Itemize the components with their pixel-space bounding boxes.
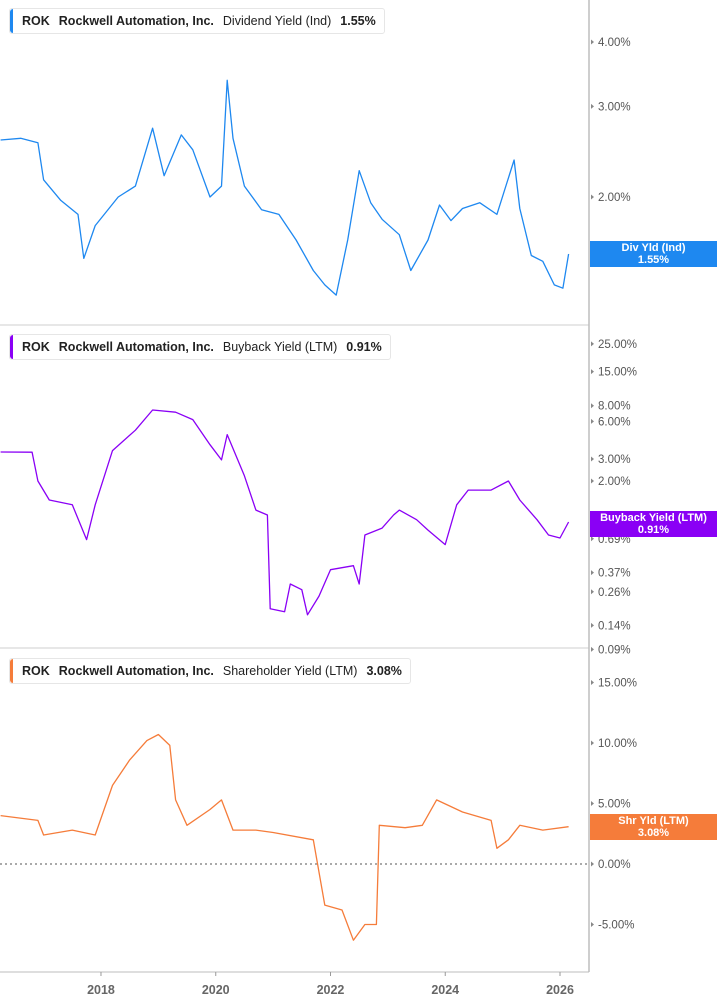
panel-header-buyback-yield: ROK Rockwell Automation, Inc. Buyback Yi…: [9, 334, 391, 360]
y-tick-mark: [591, 369, 594, 375]
y-tick-label: 6.00%: [598, 416, 631, 428]
tag-label: Buyback Yield (LTM): [600, 512, 707, 524]
y-tick-mark: [591, 39, 594, 45]
tag-value: 3.08%: [637, 827, 670, 839]
y-tick-mark: [591, 194, 594, 200]
series-color-marker: [10, 9, 13, 33]
tag-value: 1.55%: [637, 254, 670, 266]
y-tick-mark: [591, 861, 594, 867]
y-tick-mark: [591, 536, 594, 542]
y-tick-label: 15.00%: [598, 678, 637, 690]
x-tick-label: 2026: [546, 983, 574, 997]
panel-header-shareholder-yield: ROK Rockwell Automation, Inc. Shareholde…: [9, 658, 411, 684]
series-line-3: [0, 733, 569, 941]
y-tick-mark: [591, 103, 594, 109]
metric-value: 1.55%: [340, 14, 376, 28]
y-tick-label: 25.00%: [598, 339, 637, 351]
tag-label: Div Yld (Ind): [621, 242, 686, 254]
y-tick-label: 10.00%: [598, 738, 637, 750]
y-tick-mark: [591, 622, 594, 628]
tag-value: 0.91%: [637, 524, 670, 536]
y-tick-mark: [591, 646, 594, 652]
y-tick-label: 0.00%: [598, 859, 631, 871]
ticker: ROK: [22, 340, 50, 354]
x-tick-label: 2020: [202, 983, 230, 997]
y-tick-label: 5.00%: [598, 799, 631, 811]
y-tick-label: 2.00%: [598, 476, 631, 488]
company-name: Rockwell Automation, Inc.: [58, 664, 214, 678]
y-tick-mark: [591, 922, 594, 927]
x-tick-label: 2024: [431, 983, 459, 997]
metric-name: Dividend Yield (Ind): [222, 14, 332, 28]
x-tick-label: 2022: [317, 983, 345, 997]
panel-header-dividend-yield: ROK Rockwell Automation, Inc. Dividend Y…: [9, 8, 385, 34]
y-tick-mark: [591, 478, 594, 484]
metric-value: 3.08%: [366, 664, 402, 678]
metric-value: 0.91%: [346, 340, 382, 354]
metric-name: Shareholder Yield (LTM): [222, 664, 358, 678]
y-tick-mark: [591, 341, 594, 347]
y-tick-label: 4.00%: [598, 37, 631, 49]
current-value-tag-dividend: Div Yld (Ind) 1.55%: [590, 241, 717, 267]
y-tick-label: 3.00%: [598, 454, 631, 466]
y-tick-label: 3.00%: [598, 101, 631, 113]
y-tick-label: 15.00%: [598, 367, 637, 379]
y-tick-label: 0.26%: [598, 587, 631, 599]
current-value-tag-shareholder: Shr Yld (LTM) 3.08%: [590, 814, 717, 840]
tag-label: Shr Yld (LTM): [618, 815, 689, 827]
series-color-marker: [10, 659, 13, 683]
metric-name: Buyback Yield (LTM): [222, 340, 338, 354]
ticker: ROK: [22, 14, 50, 28]
y-tick-label: 0.37%: [598, 568, 631, 580]
y-tick-label: 0.09%: [598, 644, 631, 656]
ticker: ROK: [22, 664, 50, 678]
company-name: Rockwell Automation, Inc.: [58, 340, 214, 354]
x-tick-label: 2018: [87, 983, 115, 997]
company-name: Rockwell Automation, Inc.: [58, 14, 214, 28]
y-tick-mark: [591, 680, 594, 685]
y-tick-label: 2.00%: [598, 192, 631, 204]
y-tick-mark: [591, 589, 594, 595]
y-tick-mark: [591, 801, 594, 806]
y-tick-mark: [591, 570, 594, 576]
y-tick-label: 8.00%: [598, 401, 631, 413]
series-line-2: [0, 409, 570, 616]
series-line-1: [0, 79, 570, 296]
y-tick-mark: [591, 456, 594, 462]
series-color-marker: [10, 335, 13, 359]
current-value-tag-buyback: Buyback Yield (LTM) 0.91%: [590, 511, 717, 537]
y-tick-mark: [591, 418, 594, 424]
y-tick-mark: [591, 740, 594, 746]
y-tick-label: 0.14%: [598, 620, 631, 632]
y-tick-label: -5.00%: [598, 920, 634, 932]
y-tick-mark: [591, 403, 594, 409]
